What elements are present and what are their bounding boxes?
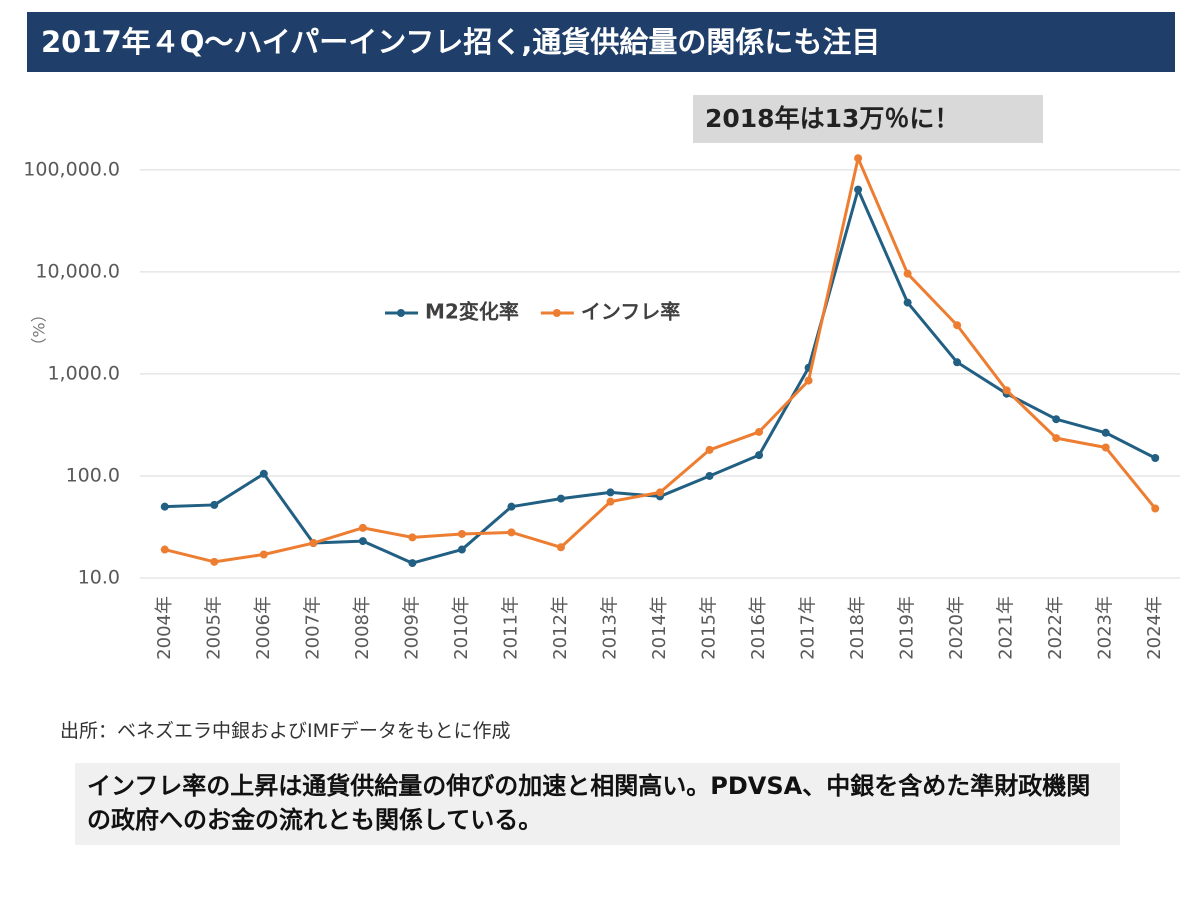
x-tick-label: 2008年 bbox=[352, 596, 373, 660]
data-point bbox=[160, 502, 169, 511]
data-point bbox=[1052, 415, 1061, 424]
data-point bbox=[656, 488, 664, 497]
y-tick-label: 10.0 bbox=[78, 567, 120, 589]
data-point bbox=[854, 185, 863, 194]
x-tick-label: 2015年 bbox=[699, 596, 720, 660]
data-point bbox=[953, 321, 962, 330]
data-point bbox=[457, 529, 466, 538]
data-point bbox=[507, 528, 516, 537]
data-point bbox=[259, 469, 268, 478]
slide-title: 2017年４Q～ハイパーインフレ招く,通貨供給量の関係にも注目 bbox=[27, 12, 1175, 72]
y-axis-label: （%） bbox=[30, 306, 49, 353]
data-point bbox=[408, 533, 417, 542]
series-line bbox=[164, 156, 1157, 564]
y-tick-label: 10,000.0 bbox=[35, 260, 120, 282]
data-point bbox=[804, 376, 813, 385]
data-point bbox=[1151, 504, 1160, 513]
summary-note: インフレ率の上昇は通貨供給量の伸びの加速と相関高い。PDVSA、中銀を含めた準財… bbox=[75, 763, 1120, 845]
x-tick-label: 2023年 bbox=[1095, 596, 1116, 660]
data-point bbox=[358, 523, 367, 532]
x-tick-label: 2013年 bbox=[599, 596, 620, 660]
x-tick-label: 2022年 bbox=[1045, 596, 1066, 660]
x-tick-label: 2010年 bbox=[451, 596, 472, 660]
x-tick-label: 2019年 bbox=[897, 596, 918, 660]
data-point bbox=[1002, 386, 1011, 395]
data-point bbox=[457, 545, 466, 554]
x-tick-label: 2024年 bbox=[1144, 596, 1165, 660]
data-point bbox=[507, 502, 516, 511]
y-tick-label: 100,000.0 bbox=[23, 158, 120, 180]
x-tick-label: 2007年 bbox=[302, 596, 323, 660]
x-tick-label: 2020年 bbox=[946, 596, 967, 660]
x-tick-label: 2011年 bbox=[500, 596, 521, 660]
x-tick-label: 2004年 bbox=[154, 596, 175, 660]
legend-label: M2変化率 bbox=[425, 300, 519, 324]
data-point bbox=[903, 298, 912, 307]
data-point bbox=[309, 539, 318, 548]
data-point bbox=[160, 545, 169, 554]
x-tick-label: 2017年 bbox=[798, 596, 819, 660]
data-point bbox=[705, 471, 714, 480]
data-point bbox=[259, 550, 268, 559]
x-tick-label: 2018年 bbox=[847, 596, 868, 660]
data-point bbox=[1052, 434, 1061, 443]
data-point bbox=[755, 427, 764, 436]
data-point bbox=[556, 543, 565, 552]
y-tick-label: 100.0 bbox=[66, 464, 120, 486]
legend-marker bbox=[397, 309, 405, 317]
x-tick-label: 2009年 bbox=[401, 596, 422, 660]
x-tick-label: 2014年 bbox=[649, 596, 670, 660]
x-tick-label: 2006年 bbox=[253, 596, 274, 660]
data-point bbox=[903, 269, 912, 278]
data-point bbox=[854, 154, 863, 163]
data-point bbox=[1151, 453, 1160, 462]
data-point bbox=[210, 557, 219, 566]
data-point bbox=[358, 537, 367, 546]
source-note: 出所：ベネズエラ中銀およびIMFデータをもとに作成 bbox=[60, 720, 511, 742]
annotation: 2018年は13万％に！ bbox=[693, 95, 1043, 143]
data-point bbox=[606, 497, 615, 506]
data-point bbox=[953, 358, 962, 367]
x-tick-label: 2005年 bbox=[203, 596, 224, 660]
data-point bbox=[755, 451, 764, 460]
data-point bbox=[1101, 428, 1110, 437]
data-point bbox=[1101, 443, 1110, 452]
y-tick-label: 1,000.0 bbox=[47, 362, 120, 384]
data-point bbox=[408, 559, 417, 568]
x-tick-label: 2012年 bbox=[550, 596, 571, 660]
series-line bbox=[164, 188, 1156, 565]
data-point bbox=[210, 500, 219, 509]
legend-marker bbox=[552, 309, 561, 317]
x-tick-label: 2016年 bbox=[748, 596, 769, 660]
legend-label: インフレ率 bbox=[581, 300, 680, 324]
x-tick-label: 2021年 bbox=[996, 596, 1017, 660]
data-point bbox=[606, 488, 615, 497]
data-point bbox=[705, 445, 714, 454]
data-point bbox=[556, 494, 565, 503]
